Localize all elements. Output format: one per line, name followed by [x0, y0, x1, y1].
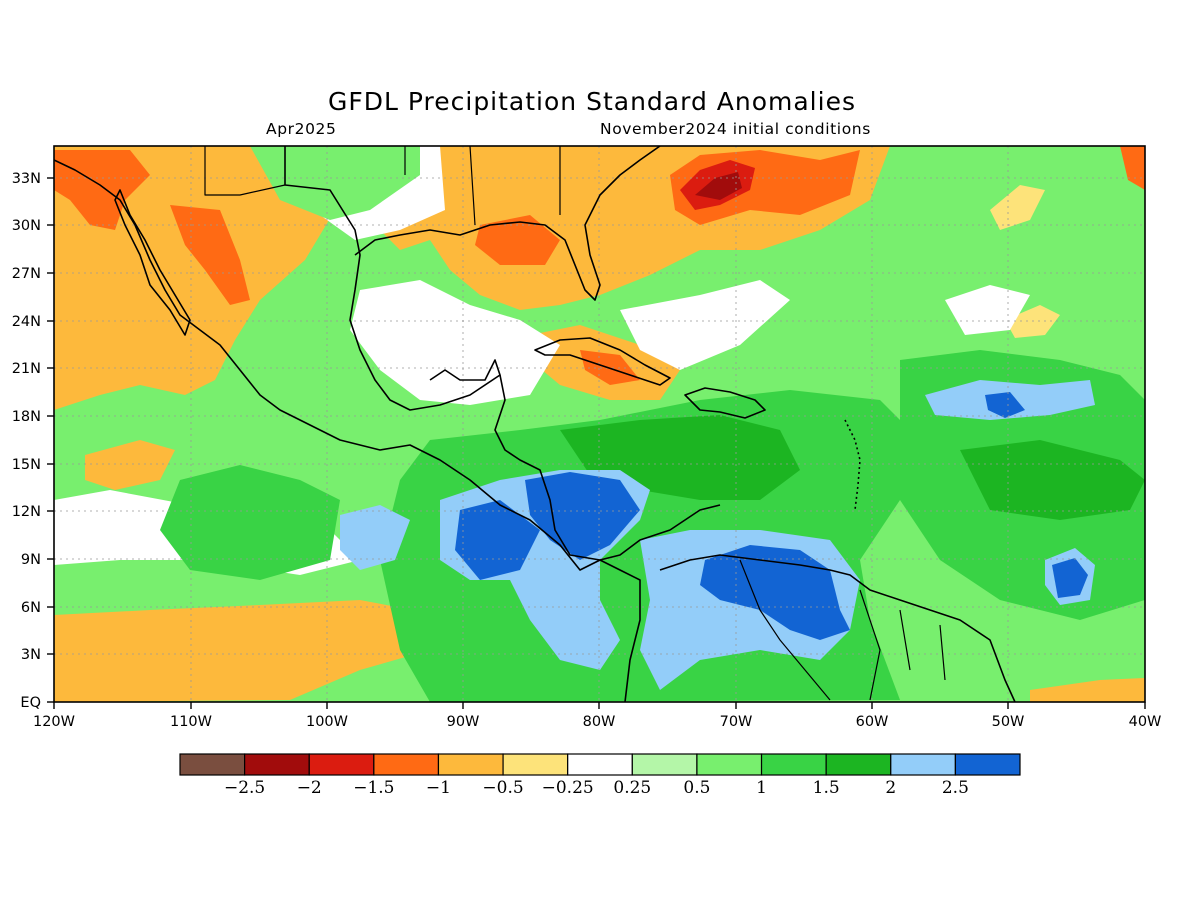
corner-ne-dry-patch	[1120, 146, 1145, 190]
colorbar-swatch	[760, 753, 827, 776]
colorbar-label: −1	[426, 778, 451, 798]
central-america-caribbean-coast	[494, 374, 721, 561]
x-tick-label: 40W	[1129, 714, 1162, 730]
y-tick-label: 12N	[12, 504, 41, 520]
forecast-month-label: Apr2025	[266, 120, 336, 138]
pacific-west-dry-patch	[85, 440, 175, 490]
atlantic-mid-dry-patch	[1005, 305, 1060, 338]
lesser-antilles	[844, 419, 861, 511]
initial-conditions-label: November2024 initial conditions	[600, 120, 871, 138]
baja-peninsula	[114, 189, 191, 336]
colorbar-swatch	[244, 753, 310, 776]
y-tick-label: 18N	[12, 409, 41, 425]
mexico-pacific-coast	[54, 159, 641, 702]
x-tick-label: 60W	[856, 714, 889, 730]
colorbar-swatch	[631, 753, 698, 776]
colorbar-label: −0.5	[482, 778, 523, 798]
colorbar-label: −0.25	[542, 778, 594, 798]
atlantic-extreme-wet-east	[1052, 558, 1088, 598]
y-tick-label: 33N	[12, 171, 41, 187]
atlantic-heavy-wet-band	[960, 440, 1145, 520]
colorbar-label: 1.5	[813, 778, 840, 798]
colorbar-swatch	[825, 753, 892, 776]
y-tick-label: EQ	[20, 695, 41, 711]
colorbar-label: 2.5	[942, 778, 969, 798]
colorbar-label: −2.5	[224, 778, 265, 798]
central-america-extreme-wet	[525, 472, 640, 560]
colorbar-label: −2	[297, 778, 322, 798]
mexico-pacific-dry-region	[54, 146, 335, 410]
hispaniola-outline	[684, 387, 766, 419]
country-borders	[204, 146, 946, 701]
mexico-dry-core-2	[170, 205, 250, 305]
y-tick-label: 27N	[12, 266, 41, 282]
colorbar-label: 1	[756, 778, 767, 798]
y-tick-label: 15N	[12, 457, 41, 473]
colorbar: −2.5 −2 −1.5 −1 −0.5 −0.25 0.25 0.5 1 1.5 2 2.5	[179, 753, 1021, 798]
y-tick-label: 9N	[21, 552, 41, 568]
x-tick-label: 100W	[306, 714, 348, 730]
y-tick-label: 21N	[12, 361, 41, 377]
colorbar-swatch	[502, 753, 569, 776]
colorbar-swatch	[437, 753, 504, 776]
mexico-dry-core	[54, 150, 150, 230]
graticule	[54, 146, 1145, 702]
x-tick-label: 120W	[33, 714, 75, 730]
atlantic-neutral-patch	[945, 285, 1030, 335]
atlantic-dry-peak	[695, 172, 742, 200]
x-tick-label: 80W	[583, 714, 616, 730]
east-pacific-very-wet	[340, 505, 410, 570]
y-axis: EQ 3N 6N 9N 12N 15N 18N 21N 24N 27N 30N …	[12, 171, 54, 711]
colorbar-swatch	[179, 753, 246, 776]
us-gulf-coast	[354, 146, 661, 301]
x-tick-label: 110W	[170, 714, 212, 730]
east-pacific-wet-region	[160, 465, 340, 580]
x-tick-label: 50W	[992, 714, 1025, 730]
colorbar-swatch	[373, 753, 440, 776]
south-america-north-coast	[659, 554, 1016, 702]
equator-east-dry-patch	[1030, 678, 1145, 702]
colorbar-swatch	[567, 753, 633, 776]
wet-anomaly-regions	[160, 146, 1145, 702]
panama-extreme-wet	[455, 500, 540, 580]
y-tick-label: 30N	[12, 218, 41, 234]
colorbar-label: 0.5	[683, 778, 710, 798]
colorbar-label: 2	[885, 778, 896, 798]
atlantic-neutral-region	[620, 280, 790, 370]
y-tick-label: 24N	[12, 314, 41, 330]
coastlines	[54, 146, 1016, 702]
colorbar-swatch	[954, 753, 1021, 776]
gulf-neutral-region	[350, 280, 560, 405]
y-tick-label: 6N	[21, 600, 41, 616]
cuba-outline	[534, 337, 671, 386]
atlantic-extreme-wet	[985, 392, 1025, 418]
x-tick-label: 90W	[447, 714, 480, 730]
colorbar-label: 0.25	[613, 778, 651, 798]
figure-title: GFDL Precipitation Standard Anomalies	[328, 87, 856, 116]
colombia-extreme-wet	[700, 545, 850, 640]
atlantic-ne-dry-patch	[990, 185, 1045, 230]
colorbar-swatch	[890, 753, 956, 776]
x-axis: 120W 110W 100W 90W 80W 70W 60W 50W 40W	[33, 702, 1161, 730]
colorbar-swatch	[696, 753, 763, 776]
map-panel	[54, 146, 1145, 702]
x-tick-label: 70W	[720, 714, 753, 730]
pacific-south-dry-region	[54, 600, 440, 702]
colorbar-label: −1.5	[353, 778, 394, 798]
y-tick-label: 3N	[21, 647, 41, 663]
gulf-mexico-wet-patch	[250, 146, 420, 220]
colorbar-swatch	[308, 753, 375, 776]
gulf-coast	[284, 146, 501, 411]
gulf-dry-core	[475, 215, 560, 265]
